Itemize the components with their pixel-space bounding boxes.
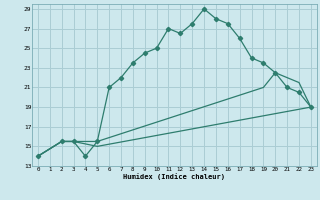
X-axis label: Humidex (Indice chaleur): Humidex (Indice chaleur) <box>124 173 225 180</box>
